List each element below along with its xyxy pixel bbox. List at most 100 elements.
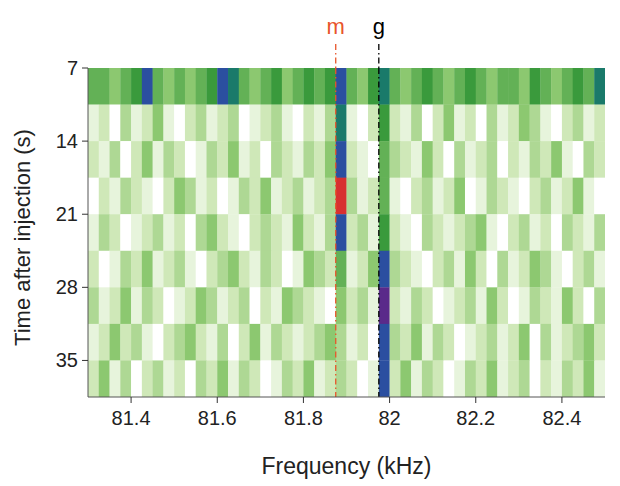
cell (411, 324, 422, 361)
cell (422, 360, 433, 397)
cell (519, 360, 530, 397)
y-tick-label: 21 (56, 203, 78, 225)
cell (583, 324, 594, 361)
cell (260, 251, 271, 288)
cell (594, 324, 605, 361)
x-tick-label: 81.8 (284, 407, 323, 429)
cell (250, 178, 261, 215)
cell (239, 141, 250, 178)
cell (562, 287, 573, 324)
cell (142, 68, 153, 105)
cell (260, 141, 271, 178)
cell (120, 287, 131, 324)
cell (185, 214, 196, 251)
cell (110, 360, 121, 397)
cell (476, 324, 487, 361)
x-tick-label: 81.6 (198, 407, 237, 429)
cell (314, 324, 325, 361)
cell (519, 287, 530, 324)
cell (583, 178, 594, 215)
y-tick-label: 7 (67, 57, 78, 79)
cell (303, 251, 314, 288)
cell (573, 68, 584, 105)
cell (217, 68, 228, 105)
cell (120, 68, 131, 105)
cell (228, 178, 239, 215)
x-tick (217, 397, 218, 403)
cell (120, 105, 131, 142)
cell (443, 105, 454, 142)
cell (433, 68, 444, 105)
cell (508, 324, 519, 361)
cell (142, 251, 153, 288)
cell (347, 324, 358, 361)
cell (206, 214, 217, 251)
cell (390, 68, 401, 105)
cell (217, 251, 228, 288)
cell (454, 360, 465, 397)
cell (196, 324, 207, 361)
cell (99, 251, 110, 288)
cell (282, 68, 293, 105)
cell (131, 178, 142, 215)
cell (153, 214, 164, 251)
cell (228, 105, 239, 142)
cell (530, 287, 541, 324)
cell (508, 105, 519, 142)
cell (573, 141, 584, 178)
cell (497, 68, 508, 105)
cell (411, 178, 422, 215)
cell (390, 324, 401, 361)
cell (336, 360, 347, 397)
cell (293, 68, 304, 105)
cell (185, 251, 196, 288)
cell (163, 287, 174, 324)
cell (271, 68, 282, 105)
cell (174, 105, 185, 142)
cell (206, 141, 217, 178)
cell (508, 287, 519, 324)
annotation-leader (378, 44, 379, 68)
cell (120, 324, 131, 361)
cell (185, 287, 196, 324)
cell (217, 324, 228, 361)
cell (508, 178, 519, 215)
cell (314, 141, 325, 178)
cell (465, 214, 476, 251)
cell (487, 141, 498, 178)
cell (260, 178, 271, 215)
cell (519, 105, 530, 142)
cell (347, 360, 358, 397)
cell (540, 178, 551, 215)
cell (325, 178, 336, 215)
cell (411, 360, 422, 397)
cell (325, 251, 336, 288)
cell (562, 68, 573, 105)
cell (260, 68, 271, 105)
cell (551, 105, 562, 142)
y-axis-line (88, 68, 89, 397)
cell (465, 141, 476, 178)
cell (217, 105, 228, 142)
cell (153, 105, 164, 142)
cell (551, 141, 562, 178)
cell (454, 324, 465, 361)
cell (131, 360, 142, 397)
cell (540, 105, 551, 142)
cell (88, 214, 99, 251)
cell (594, 287, 605, 324)
cell (303, 360, 314, 397)
cell (217, 178, 228, 215)
annotation-line (335, 68, 336, 397)
cell (88, 178, 99, 215)
cell (142, 360, 153, 397)
cell (206, 324, 217, 361)
cell (196, 141, 207, 178)
cell (131, 287, 142, 324)
cell (110, 141, 121, 178)
cell (422, 105, 433, 142)
cell (88, 105, 99, 142)
cell (508, 68, 519, 105)
cell (422, 141, 433, 178)
cell (325, 68, 336, 105)
